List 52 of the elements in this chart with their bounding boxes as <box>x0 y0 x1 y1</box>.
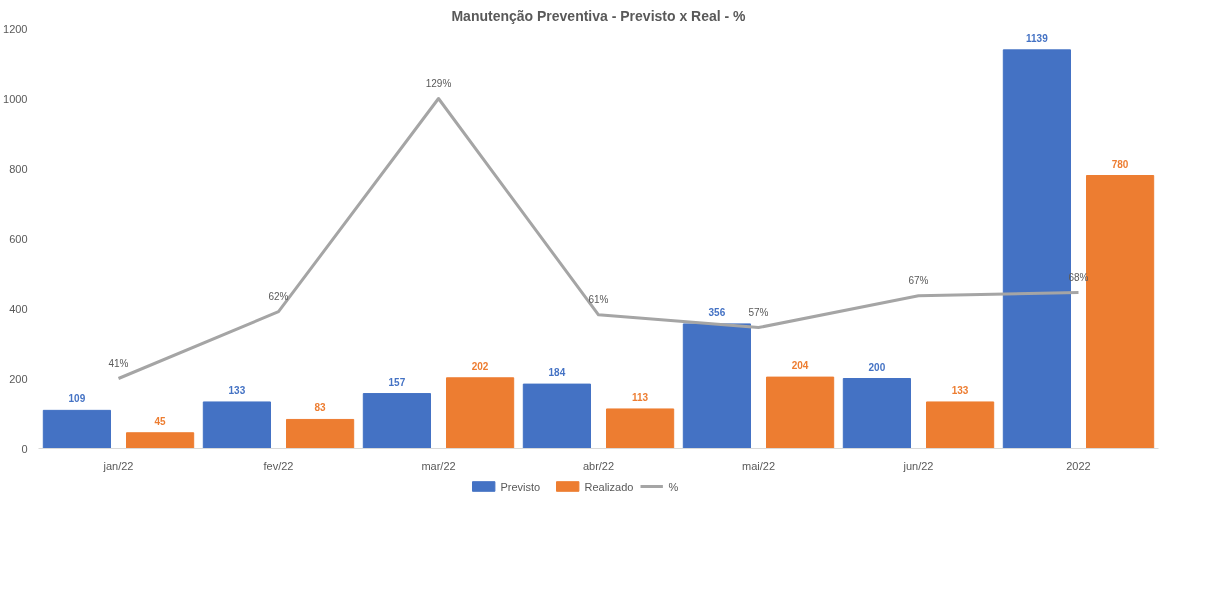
bar <box>522 383 591 449</box>
data-label: 113 <box>632 391 649 403</box>
data-label: 1139 <box>1026 32 1049 44</box>
data-label: 780 <box>1111 158 1129 170</box>
legend-label: % <box>668 480 679 493</box>
data-label: 61% <box>588 293 609 305</box>
bar <box>42 409 111 449</box>
bar <box>202 401 271 449</box>
data-label: 67% <box>908 274 929 286</box>
bar <box>766 376 835 449</box>
y-tick-label: 200 <box>9 372 28 385</box>
data-label: 202 <box>471 360 489 372</box>
chart-title: Manutenção Preventiva - Previsto x Real - % <box>451 7 747 24</box>
bar <box>362 393 431 449</box>
y-tick-label: 400 <box>9 302 28 315</box>
legend-label: Realizado <box>584 480 634 493</box>
x-tick-label: mar/22 <box>421 459 456 472</box>
bar <box>606 408 675 449</box>
data-label: 157 <box>388 376 406 388</box>
data-label: 109 <box>68 393 86 405</box>
data-label: 62% <box>268 290 289 302</box>
data-label: 200 <box>868 361 886 373</box>
bar <box>446 377 515 449</box>
data-label: 184 <box>548 367 566 379</box>
bar <box>1002 49 1071 449</box>
x-tick-label: jan/22 <box>102 459 134 472</box>
bar <box>926 401 995 449</box>
bar <box>682 323 751 449</box>
data-label: 204 <box>791 360 809 372</box>
data-label: 41% <box>108 357 129 369</box>
y-tick-label: 1000 <box>3 92 28 105</box>
x-tick-label: jun/22 <box>902 459 934 472</box>
bar <box>126 432 195 449</box>
bar <box>286 418 355 449</box>
data-label: 356 <box>708 306 726 318</box>
y-tick-label: 800 <box>9 162 28 175</box>
y-tick-label: 600 <box>9 232 28 245</box>
y-tick-label: 1200 <box>3 22 28 35</box>
data-label: 45 <box>154 415 167 427</box>
bar <box>1086 175 1155 449</box>
legend-label: Previsto <box>500 480 541 493</box>
x-tick-label: mai/22 <box>741 459 776 472</box>
bar <box>842 378 911 449</box>
data-label: 83 <box>314 402 327 414</box>
data-label: 133 <box>228 384 246 396</box>
y-tick-label: 0 <box>21 442 28 455</box>
data-label: 129% <box>425 77 452 89</box>
x-tick-label: fev/22 <box>263 459 294 472</box>
x-tick-label: 2022 <box>1066 459 1091 472</box>
data-label: 133 <box>951 384 969 396</box>
x-tick-label: abr/22 <box>582 459 615 472</box>
data-label: 57% <box>748 306 769 318</box>
